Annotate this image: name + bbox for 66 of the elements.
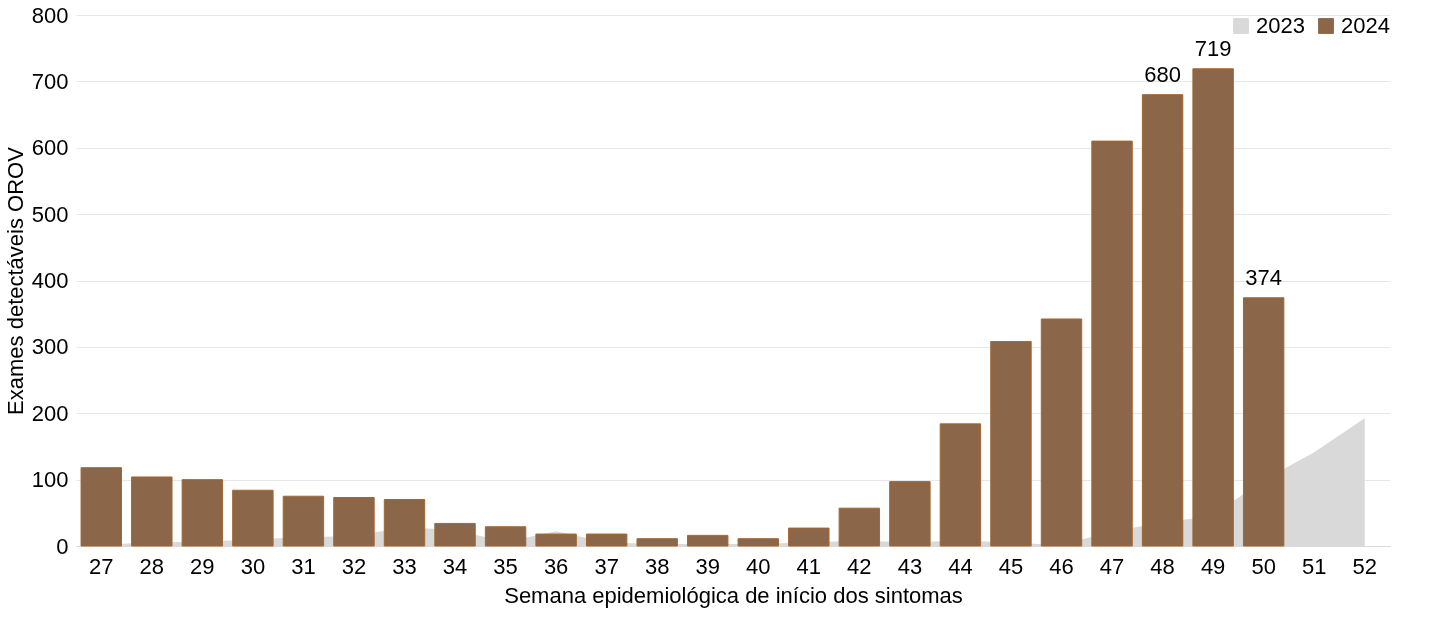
x-tick-label: 47 xyxy=(1099,553,1125,579)
bar xyxy=(990,341,1032,547)
x-tick-label: 40 xyxy=(746,553,771,579)
bar xyxy=(889,481,931,547)
bar xyxy=(939,423,982,547)
y-tick-label: 700 xyxy=(31,68,69,94)
x-tick-label: 49 xyxy=(1200,553,1226,579)
bar xyxy=(484,526,527,547)
x-tick-label: 38 xyxy=(644,553,670,579)
bar xyxy=(333,497,375,547)
x-tick-label: 48 xyxy=(1150,553,1175,579)
x-tick-label: 45 xyxy=(998,553,1024,579)
bar xyxy=(383,499,426,547)
bar xyxy=(1040,318,1083,547)
x-tick-label: 28 xyxy=(139,553,165,579)
data-label: 680 xyxy=(1144,61,1181,87)
y-tick-label: 800 xyxy=(31,2,69,28)
y-axis-title: Exames detectáveis OROV xyxy=(2,146,28,415)
x-tick-label: 31 xyxy=(291,553,316,579)
data-label: 719 xyxy=(1194,35,1232,61)
bar xyxy=(181,479,224,547)
bar xyxy=(636,538,678,547)
y-tick-label: 200 xyxy=(31,400,69,426)
x-tick-label: 51 xyxy=(1301,553,1327,579)
x-tick-label: 46 xyxy=(1049,553,1074,579)
x-tick-label: 30 xyxy=(240,553,266,579)
bar xyxy=(232,489,274,547)
bar xyxy=(535,533,577,547)
bar xyxy=(434,522,476,547)
y-tick-label: 300 xyxy=(31,334,69,360)
bar xyxy=(1192,68,1234,547)
y-tick-label: 0 xyxy=(56,533,69,559)
bar xyxy=(282,495,325,547)
x-tick-label: 29 xyxy=(190,553,215,579)
bar xyxy=(1242,297,1285,547)
bar xyxy=(1141,94,1184,547)
x-tick-label: 50 xyxy=(1251,553,1276,579)
bar xyxy=(1091,140,1133,547)
y-tick-label: 400 xyxy=(31,268,69,293)
x-tick-label: 35 xyxy=(493,553,518,579)
legend-label: 2024 xyxy=(1341,13,1390,38)
x-tick-label: 34 xyxy=(442,553,468,579)
y-tick-label: 600 xyxy=(31,135,69,161)
x-tick-label: 37 xyxy=(594,553,619,579)
bar xyxy=(737,538,779,547)
x-axis-title: Semana epidemiológica de início dos sintomas xyxy=(504,582,963,608)
x-tick-label: 27 xyxy=(89,553,114,579)
x-tick-label: 39 xyxy=(695,553,720,579)
bar xyxy=(788,527,830,547)
x-tick-label: 44 xyxy=(948,553,973,579)
x-tick-label: 43 xyxy=(897,553,923,579)
x-tick-label: 32 xyxy=(341,553,367,579)
y-tick-label: 100 xyxy=(31,467,69,493)
x-tick-label: 33 xyxy=(392,553,417,579)
y-tick-label: 500 xyxy=(31,201,69,227)
bar xyxy=(80,467,122,547)
bar xyxy=(131,476,173,547)
bar xyxy=(585,533,628,547)
legend-label: 2023 xyxy=(1256,13,1305,38)
bar xyxy=(687,534,729,547)
bar xyxy=(838,507,881,547)
x-tick-label: 52 xyxy=(1352,553,1377,579)
data-label: 374 xyxy=(1245,264,1283,290)
x-tick-label: 41 xyxy=(796,553,822,579)
x-tick-label: 36 xyxy=(543,553,569,579)
x-tick-label: 42 xyxy=(847,553,872,579)
